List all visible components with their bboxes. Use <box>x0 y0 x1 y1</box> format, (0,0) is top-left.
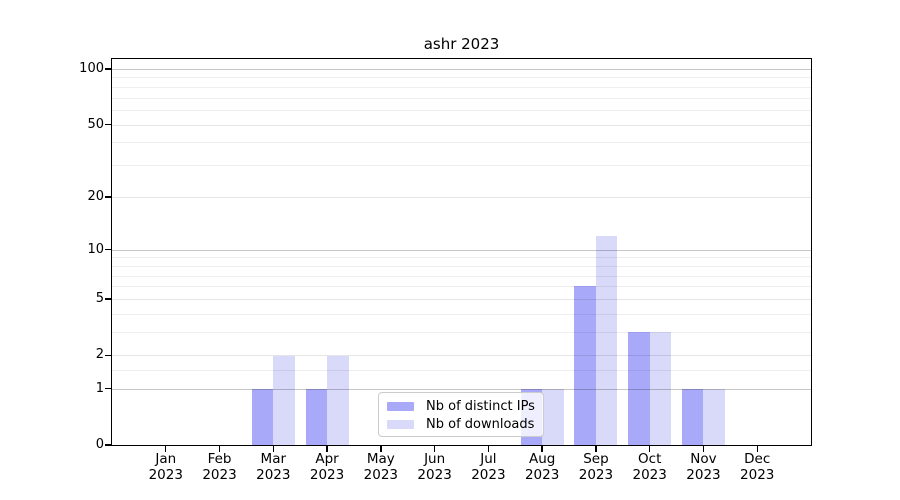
x-tick-mark <box>165 445 167 452</box>
gridline-y-30 <box>112 165 811 167</box>
x-tick-mark <box>702 445 705 452</box>
legend-row-distinct-ips: Nb of distinct IPs <box>387 397 535 415</box>
legend-row-downloads: Nb of downloads <box>387 415 535 433</box>
gridline-y-6 <box>112 286 811 288</box>
gridline-y-2 <box>112 355 811 357</box>
gridline-y-20 <box>112 196 811 198</box>
bar-distinct-ips-apr <box>305 388 328 445</box>
x-tick-mark <box>487 445 490 452</box>
x-tick-label-nov: Nov 2023 <box>686 451 721 483</box>
legend: Nb of distinct IPs Nb of downloads <box>378 392 544 437</box>
gridline-y-4 <box>112 313 811 315</box>
y-tick-label-100: 100 <box>79 61 104 76</box>
y-tick-mark <box>105 387 112 390</box>
y-tick-mark <box>105 298 112 300</box>
gridline-y-1 <box>112 388 811 390</box>
x-tick-label-jan: Jan 2023 <box>148 451 183 483</box>
x-tick-mark <box>756 445 758 452</box>
gridline-y-10 <box>112 249 811 251</box>
x-tick-label-aug: Aug 2023 <box>524 451 560 483</box>
chart-title: ashr 2023 <box>423 35 500 53</box>
bar-downloads-nov <box>703 388 725 445</box>
y-tick-label-1: 1 <box>95 380 104 396</box>
x-tick-mark <box>380 445 382 452</box>
gridline-y-8 <box>112 265 811 267</box>
legend-swatch-downloads <box>387 419 414 429</box>
x-tick-label-jun: Jun 2023 <box>417 451 452 483</box>
bar-downloads-sep <box>595 236 618 445</box>
x-tick-label-may: May 2023 <box>363 451 399 483</box>
y-tick-label-20: 20 <box>87 188 104 204</box>
x-tick-label-dec: Dec 2023 <box>740 451 775 483</box>
x-tick-label-apr: Apr 2023 <box>309 451 345 483</box>
y-tick-label-10: 10 <box>87 241 104 257</box>
gridline-y-80 <box>112 86 811 88</box>
gridline-y-70 <box>112 97 811 99</box>
bar-downloads-mar <box>273 355 295 445</box>
bar-distinct-ips-sep <box>574 286 596 445</box>
gridline-y-9 <box>112 257 811 259</box>
y-tick-mark <box>105 123 112 126</box>
x-tick-mark <box>272 445 274 452</box>
y-tick-label-0: 0 <box>95 437 104 452</box>
x-tick-mark <box>541 445 543 452</box>
x-tick-mark <box>595 445 597 452</box>
x-tick-mark <box>648 445 651 452</box>
x-tick-label-mar: Mar 2023 <box>256 451 291 483</box>
gridline-y-5 <box>112 299 811 301</box>
gridline-y-40 <box>112 142 811 144</box>
gridline-y-60 <box>112 110 811 112</box>
legend-swatch-distinct-ips <box>387 401 414 411</box>
gridline-y-7 <box>112 275 811 277</box>
x-tick-label-sep: Sep 2023 <box>578 451 614 483</box>
x-tick-mark <box>433 445 436 452</box>
y-tick-mark <box>105 354 112 357</box>
gridline-y-90 <box>112 77 811 79</box>
legend-label-downloads: Nb of downloads <box>426 416 535 432</box>
y-tick-label-50: 50 <box>87 116 104 132</box>
bar-downloads-aug <box>542 388 564 445</box>
x-tick-mark <box>326 445 328 452</box>
bar-distinct-ips-mar <box>251 388 274 445</box>
bar-distinct-ips-nov <box>681 388 704 445</box>
y-tick-mark <box>105 68 112 70</box>
y-tick-label-5: 5 <box>95 291 104 307</box>
y-tick-mark <box>105 196 112 198</box>
y-tick-mark <box>105 248 112 251</box>
legend-label-distinct-ips: Nb of distinct IPs <box>426 398 535 414</box>
bar-distinct-ips-oct <box>628 332 650 445</box>
gridline-y-100 <box>112 69 811 70</box>
y-tick-mark <box>105 444 112 446</box>
x-tick-mark <box>218 445 221 452</box>
y-tick-label-2: 2 <box>95 347 104 363</box>
bar-downloads-oct <box>649 332 672 445</box>
gridline-y-3 <box>112 332 811 334</box>
bar-downloads-apr <box>327 355 349 445</box>
plot-area <box>111 58 812 446</box>
x-tick-label-jul: Jul 2023 <box>471 451 506 483</box>
gridline-y-50 <box>112 124 811 126</box>
x-tick-label-oct: Oct 2023 <box>632 451 667 483</box>
x-tick-label-feb: Feb 2023 <box>202 451 237 483</box>
gridline-y-1.5 <box>112 370 811 372</box>
